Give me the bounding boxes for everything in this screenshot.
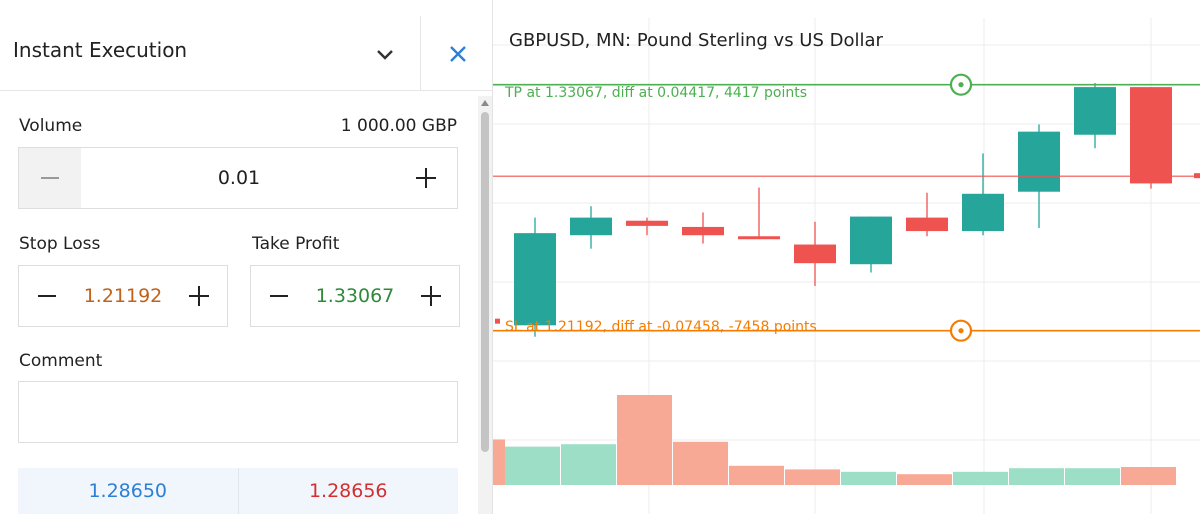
panel-title: Instant Execution: [13, 38, 188, 62]
stop-loss-decrease-button[interactable]: [19, 266, 75, 326]
candle-body: [570, 217, 612, 236]
close-button[interactable]: [442, 38, 474, 70]
candle-7[interactable]: [906, 192, 948, 237]
comment-label: Comment: [19, 351, 103, 371]
stop-loss-input[interactable]: 1.21192: [83, 285, 163, 307]
take-profit-decrease-button[interactable]: [251, 266, 307, 326]
candle-body: [1018, 131, 1060, 192]
candle-5[interactable]: [794, 221, 836, 286]
candle-2[interactable]: [626, 217, 668, 236]
chart-title: GBPUSD, MN: Pound Sterling vs US Dollar: [509, 30, 883, 51]
volume-bar-7: [897, 474, 952, 485]
candle-0[interactable]: [514, 217, 556, 337]
candle-8[interactable]: [962, 153, 1004, 236]
stop-loss-drag-handle-icon[interactable]: [949, 319, 973, 342]
volume-amount: 1 000.00 GBP: [340, 116, 457, 136]
candle-3[interactable]: [682, 212, 724, 244]
execution-type-dropdown[interactable]: [370, 40, 400, 70]
volume-bar-10: [1065, 468, 1120, 485]
candle-body: [682, 226, 724, 236]
volume-bar-11: [1121, 467, 1176, 485]
scrollbar-thumb[interactable]: [481, 112, 489, 452]
volume-bar-6: [841, 471, 896, 485]
candle-4[interactable]: [738, 187, 780, 240]
stop-loss-marker: [495, 318, 500, 324]
candle-11[interactable]: [1130, 87, 1172, 189]
plus-icon: [421, 286, 441, 306]
sell-price[interactable]: 1.28650: [88, 480, 168, 502]
candle-body: [850, 216, 892, 265]
header-divider: [420, 16, 421, 90]
minus-icon: [41, 177, 59, 179]
comment-input[interactable]: [18, 381, 458, 443]
panel-scrollbar[interactable]: [478, 96, 492, 514]
stop-loss-label: SL at 1.21192, diff at -0.07458, -7458 p…: [505, 319, 817, 335]
volume-label: Volume: [19, 116, 83, 136]
volume-bar-8: [953, 471, 1008, 485]
volume-input[interactable]: 0.01: [217, 167, 261, 189]
close-icon: [450, 46, 466, 62]
volume-bars: [493, 395, 1176, 485]
take-profit-increase-button[interactable]: [403, 266, 459, 326]
candle-6[interactable]: [850, 216, 892, 273]
candle-10[interactable]: [1074, 82, 1116, 149]
scroll-up-arrow-icon[interactable]: [478, 96, 492, 110]
take-profit-label: Take Profit: [252, 234, 340, 254]
candle-body: [1074, 87, 1116, 135]
order-panel: Instant Execution Volume 1 000.00 GBP 0.…: [0, 0, 493, 514]
price-chart[interactable]: TP at 1.33067, diff at 0.04417, 4417 poi…: [493, 0, 1200, 514]
candle-body: [962, 193, 1004, 232]
volume-bar-3: [673, 441, 728, 485]
candles: [514, 82, 1172, 337]
plus-icon: [189, 286, 209, 306]
chart-canvas[interactable]: TP at 1.33067, diff at 0.04417, 4417 poi…: [493, 0, 1200, 514]
volume-decrease-button[interactable]: [19, 148, 81, 208]
take-profit-label: TP at 1.33067, diff at 0.04417, 4417 poi…: [504, 85, 807, 101]
take-profit-drag-handle-icon[interactable]: [949, 73, 973, 96]
volume-bar-5: [785, 469, 840, 485]
candle-body: [794, 244, 836, 264]
candle-body: [514, 233, 556, 326]
panel-header: Instant Execution: [0, 16, 493, 91]
candle-9[interactable]: [1018, 124, 1060, 228]
candle-1[interactable]: [570, 206, 612, 249]
volume-bar-2: [617, 395, 672, 485]
minus-icon: [270, 295, 288, 297]
volume-increase-button[interactable]: [395, 148, 457, 208]
take-profit-stepper: 1.33067: [250, 265, 460, 327]
volume-bar-0: [505, 446, 560, 485]
price-row: 1.28650 1.28656: [18, 468, 458, 514]
volume-bar-prev: [493, 439, 505, 485]
stop-loss-label: Stop Loss: [19, 234, 101, 254]
volume-bar-9: [1009, 468, 1064, 485]
minus-icon: [38, 295, 56, 297]
volume-bar-1: [561, 444, 616, 485]
candle-body: [906, 217, 948, 232]
candle-body: [1130, 87, 1172, 184]
chevron-down-icon: [377, 50, 393, 60]
stop-loss-increase-button[interactable]: [171, 266, 227, 326]
current-price-marker: [1194, 173, 1200, 179]
candle-body: [738, 236, 780, 240]
buy-price[interactable]: 1.28656: [237, 468, 459, 514]
volume-stepper: 0.01: [18, 147, 458, 209]
volume-bar-4: [729, 465, 784, 485]
stop-loss-stepper: 1.21192: [18, 265, 228, 327]
plus-icon: [416, 168, 436, 188]
candle-body: [626, 220, 668, 226]
take-profit-input[interactable]: 1.33067: [315, 285, 395, 307]
